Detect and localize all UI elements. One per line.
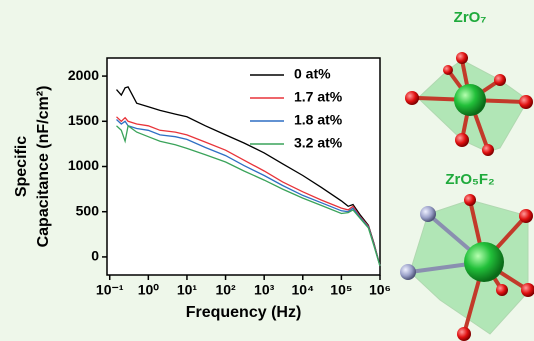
x-tick-label: 10⁶ bbox=[369, 282, 391, 298]
y-tick-label: 1500 bbox=[68, 112, 99, 128]
structure-label: ZrO₇ bbox=[454, 9, 487, 26]
legend-label: 3.2 at% bbox=[294, 135, 343, 151]
y-tick-label: 0 bbox=[91, 248, 99, 264]
y-axis-label: Capacitance (nF/cm²) bbox=[35, 86, 52, 248]
x-tick-label: 10⁻¹ bbox=[96, 282, 124, 298]
legend-label: 1.7 at% bbox=[294, 89, 343, 105]
chart: 0 500 1000 1500 2000 10⁻¹ 10⁰ 10¹ 10² 10³ 10⁴ 10⁵ 10… bbox=[0, 0, 534, 341]
y-tick-label: 500 bbox=[76, 202, 100, 218]
legend-label: 0 at% bbox=[294, 66, 331, 82]
legend-label: 1.8 at% bbox=[294, 112, 343, 128]
structure-zro7 bbox=[405, 52, 533, 156]
x-tick-label: 10³ bbox=[254, 282, 275, 298]
x-tick-label: 10⁵ bbox=[330, 282, 352, 298]
y-axis-label: Specific bbox=[13, 136, 30, 197]
x-tick-label: 10¹ bbox=[177, 282, 198, 298]
y-tick-label: 2000 bbox=[68, 67, 99, 83]
x-axis-label: Frequency (Hz) bbox=[186, 304, 302, 321]
x-tick-label: 10⁴ bbox=[292, 282, 315, 298]
x-tick-label: 10² bbox=[215, 282, 236, 298]
x-tick-label: 10⁰ bbox=[138, 282, 160, 298]
structure-zro5f2 bbox=[400, 194, 534, 341]
structure-label: ZrO₅F₂ bbox=[445, 171, 494, 188]
y-tick-label: 1000 bbox=[68, 157, 99, 173]
